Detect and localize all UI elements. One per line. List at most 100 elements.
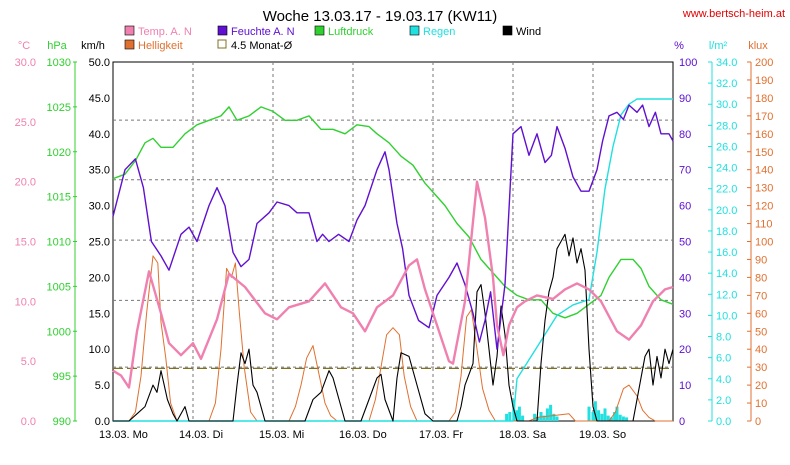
rain-bar xyxy=(542,415,546,421)
rain-bar xyxy=(625,417,629,421)
rain-bar xyxy=(545,408,549,421)
tick-label-pressure: 1015 xyxy=(47,192,71,204)
rain-bar xyxy=(505,413,509,421)
x-tick-label: 14.03. Di xyxy=(179,429,223,441)
tick-label-rain: 22.0 xyxy=(716,184,737,196)
tick-label-temp: 20.0 xyxy=(15,177,36,189)
axis-unit-pressure: hPa xyxy=(47,40,67,52)
tick-label-light: 50 xyxy=(755,326,767,338)
rain-bar xyxy=(613,412,617,421)
tick-label-humidity: 10 xyxy=(679,380,691,392)
rain-bar xyxy=(555,416,559,421)
tick-label-pressure: 1000 xyxy=(47,326,71,338)
tick-label-pressure: 1005 xyxy=(47,281,71,293)
tick-label-humidity: 70 xyxy=(679,165,691,177)
tick-label-pressure: 1025 xyxy=(47,102,71,114)
tick-label-humidity: 30 xyxy=(679,308,691,320)
tick-label-light: 160 xyxy=(755,129,773,141)
tick-label-temp: 25.0 xyxy=(15,117,36,129)
axis-unit-temp: °C xyxy=(18,40,30,52)
legend-label: 4.5 Monat-Ø xyxy=(231,40,293,52)
rain-bar xyxy=(508,412,512,421)
tick-label-light: 200 xyxy=(755,57,773,69)
tick-label-temp: 0.0 xyxy=(21,416,36,428)
rain-bar xyxy=(591,412,595,421)
tick-label-light: 190 xyxy=(755,75,773,87)
x-tick-label: 15.03. Mi xyxy=(259,429,304,441)
tick-label-pressure: 990 xyxy=(53,416,71,428)
tick-label-light: 80 xyxy=(755,272,767,284)
rain-bar xyxy=(549,404,553,421)
tick-label-rain: 32.0 xyxy=(716,78,737,90)
tick-label-rain: 6.0 xyxy=(716,353,731,365)
legend-label: Wind xyxy=(516,26,541,38)
tick-label-light: 180 xyxy=(755,93,773,105)
tick-label-light: 100 xyxy=(755,237,773,249)
x-tick-label: 18.03. Sa xyxy=(499,429,547,441)
tick-label-rain: 28.0 xyxy=(716,120,737,132)
chart-title: Woche 13.03.17 - 19.03.17 (KW11) xyxy=(263,8,498,25)
legend-label: Helligkeit xyxy=(138,40,183,52)
axis-units: °C hPa km/h% l/m² klux xyxy=(18,40,768,52)
x-axis: 13.03. Mo 14.03. Di 15.03. Mi 16.03. Do 17.0… xyxy=(99,429,626,441)
legend-swatch xyxy=(217,39,227,49)
tick-label-rain: 2.0 xyxy=(716,395,731,407)
tick-label-rain: 12.0 xyxy=(716,289,737,301)
axis-unit-light: klux xyxy=(748,40,768,52)
axis-unit-humidity: % xyxy=(674,40,684,52)
tick-label-humidity: 90 xyxy=(679,93,691,105)
tick-label-humidity: 0 xyxy=(679,416,685,428)
legend-swatch xyxy=(124,25,135,36)
series-temp-a-n xyxy=(112,180,674,389)
tick-label-rain: 18.0 xyxy=(716,226,737,238)
tick-label-humidity: 60 xyxy=(679,201,691,213)
tick-label-humidity: 50 xyxy=(679,237,691,249)
legend-label: Luftdruck xyxy=(328,26,374,38)
tick-label-rain: 4.0 xyxy=(716,374,731,386)
tick-label-pressure: 1030 xyxy=(47,57,71,69)
rain-bar xyxy=(533,413,537,421)
website-link[interactable]: www.bertsch-heim.at xyxy=(682,8,785,20)
tick-label-light: 60 xyxy=(755,308,767,320)
tick-label-humidity: 80 xyxy=(679,129,691,141)
tick-label-light: 150 xyxy=(755,147,773,159)
legend-label: Temp. A. N xyxy=(138,26,192,38)
legend-swatch xyxy=(124,39,135,50)
rain-bar xyxy=(515,410,519,421)
tick-label-wind: 40.0 xyxy=(89,129,110,141)
tick-label-pressure: 1020 xyxy=(47,147,71,159)
rain-bar xyxy=(597,410,601,421)
tick-label-rain: 10.0 xyxy=(716,310,737,322)
tick-label-wind: 30.0 xyxy=(89,201,110,213)
tick-label-temp: 15.0 xyxy=(15,237,36,249)
tick-label-rain: 26.0 xyxy=(716,141,737,153)
rain-bar xyxy=(603,408,607,421)
axis-unit-rain: l/m² xyxy=(709,40,728,52)
rain-bar xyxy=(615,406,619,421)
tick-label-humidity: 100 xyxy=(679,57,697,69)
tick-label-light: 10 xyxy=(755,398,767,410)
tick-label-rain: 20.0 xyxy=(716,205,737,217)
tick-label-light: 90 xyxy=(755,254,767,266)
series-regen xyxy=(113,98,673,422)
legend-swatch xyxy=(409,25,420,36)
tick-label-humidity: 20 xyxy=(679,344,691,356)
tick-label-wind: 50.0 xyxy=(89,57,110,69)
series-luftdruck xyxy=(112,106,674,319)
tick-label-light: 130 xyxy=(755,183,773,195)
tick-label-temp: 30.0 xyxy=(15,57,36,69)
tick-label-light: 120 xyxy=(755,201,773,213)
legend: Temp. A. N Feuchte A. N Luftdruck Regen Wind… xyxy=(124,25,541,52)
tick-label-light: 110 xyxy=(755,219,773,231)
x-tick-label: 16.03. Do xyxy=(339,429,387,441)
axis-unit-wind: km/h xyxy=(81,40,105,52)
tick-label-light: 0 xyxy=(755,416,761,428)
rain-bar xyxy=(593,401,597,421)
tick-label-rain: 34.0 xyxy=(716,57,737,69)
series-wind xyxy=(113,233,674,422)
tick-label-light: 30 xyxy=(755,362,767,374)
rain-bar xyxy=(521,415,525,421)
tick-label-wind: 45.0 xyxy=(89,93,110,105)
